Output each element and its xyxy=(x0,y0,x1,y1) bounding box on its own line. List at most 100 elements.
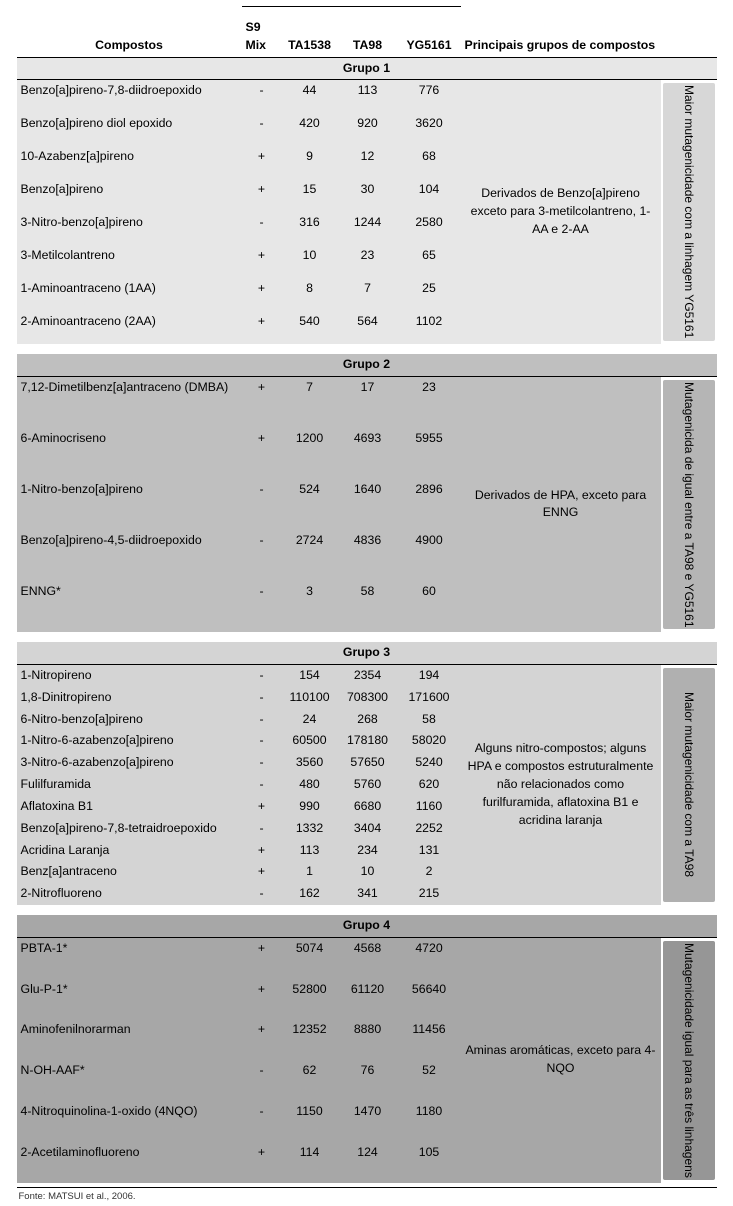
compound-name: 1-Nitro-benzo[a]pireno xyxy=(17,479,242,530)
s9-mix: - xyxy=(242,883,282,905)
s9-mix: + xyxy=(242,796,282,818)
value-cell: 268 xyxy=(338,709,398,731)
value-cell: 2252 xyxy=(398,818,461,840)
value-cell: 104 xyxy=(398,179,461,212)
group-header: Grupo 4 xyxy=(17,915,717,938)
compound-name: 2-Nitrofluoreno xyxy=(17,883,242,905)
value-cell: 30 xyxy=(338,179,398,212)
s9-mix: + xyxy=(242,1019,282,1060)
value-cell: 1332 xyxy=(282,818,338,840)
s9-mix: - xyxy=(242,479,282,530)
compound-name: Benzo[a]pireno-4,5-diidroepoxido xyxy=(17,530,242,581)
value-cell: 776 xyxy=(398,80,461,113)
group-spacer xyxy=(17,632,717,642)
value-cell: 105 xyxy=(398,1142,461,1183)
s9-mix: - xyxy=(242,709,282,731)
value-cell: 4568 xyxy=(338,938,398,979)
col-header-principais: Principais grupos de compostos xyxy=(461,17,717,58)
value-cell: 4900 xyxy=(398,530,461,581)
s9-mix: + xyxy=(242,311,282,344)
value-cell: 8 xyxy=(282,278,338,311)
group-side-label: Mutagenicida de igual entre a TA98 e YG5… xyxy=(663,380,715,630)
s9-mix: - xyxy=(242,80,282,113)
value-cell: 2354 xyxy=(338,665,398,687)
value-cell: 6680 xyxy=(338,796,398,818)
value-cell: 131 xyxy=(398,840,461,862)
value-cell: 480 xyxy=(282,774,338,796)
bottom-rule xyxy=(17,1183,717,1188)
value-cell: 60500 xyxy=(282,730,338,752)
col-header-s9: S9 Mix xyxy=(242,17,282,58)
value-cell: 15 xyxy=(282,179,338,212)
value-cell: 2580 xyxy=(398,212,461,245)
s9-mix: - xyxy=(242,530,282,581)
value-cell: 234 xyxy=(338,840,398,862)
value-cell: 540 xyxy=(282,311,338,344)
value-cell: 1102 xyxy=(398,311,461,344)
value-cell: 58 xyxy=(338,581,398,632)
s9-mix: + xyxy=(242,245,282,278)
value-cell: 1200 xyxy=(282,428,338,479)
compound-name: Aminofenilnorarman xyxy=(17,1019,242,1060)
value-cell: 5074 xyxy=(282,938,338,979)
value-cell: 2724 xyxy=(282,530,338,581)
value-cell: 23 xyxy=(398,377,461,428)
s9-mix: - xyxy=(242,665,282,687)
s9-mix: + xyxy=(242,278,282,311)
value-cell: 620 xyxy=(398,774,461,796)
value-cell: 2 xyxy=(398,861,461,883)
s9-mix: - xyxy=(242,581,282,632)
compound-name: 6-Nitro-benzo[a]pireno xyxy=(17,709,242,731)
value-cell: 7 xyxy=(338,278,398,311)
s9-mix: - xyxy=(242,730,282,752)
value-cell: 2896 xyxy=(398,479,461,530)
value-cell: 1150 xyxy=(282,1101,338,1142)
compound-name: 3-Nitro-benzo[a]pireno xyxy=(17,212,242,245)
col-header-ta98: TA98 xyxy=(338,17,398,58)
value-cell: 11456 xyxy=(398,1019,461,1060)
value-cell: 9 xyxy=(282,146,338,179)
group-side-label: Mutagenicidade igual para as três linhag… xyxy=(663,941,715,1180)
value-cell: 52 xyxy=(398,1060,461,1101)
compound-name: 1-Nitro-6-azabenzo[a]pireno xyxy=(17,730,242,752)
compound-name: 1,8-Dinitropireno xyxy=(17,687,242,709)
group-description: Alguns nitro-compostos; alguns HPA e com… xyxy=(461,665,661,905)
value-cell: 65 xyxy=(398,245,461,278)
value-cell: 58 xyxy=(398,709,461,731)
value-cell: 5760 xyxy=(338,774,398,796)
group-side-label: Maior mutagenicidade com a linhagem YG51… xyxy=(663,83,715,340)
group-header: Grupo 1 xyxy=(17,58,717,81)
col-header-ta1538: TA1538 xyxy=(282,17,338,58)
value-cell: 215 xyxy=(398,883,461,905)
value-cell: 5955 xyxy=(398,428,461,479)
group-spacer xyxy=(17,344,717,354)
value-cell: 68 xyxy=(398,146,461,179)
top-rule xyxy=(242,6,461,11)
value-cell: 7 xyxy=(282,377,338,428)
value-cell: 5240 xyxy=(398,752,461,774)
value-cell: 56640 xyxy=(398,979,461,1020)
value-cell: 524 xyxy=(282,479,338,530)
value-cell: 58020 xyxy=(398,730,461,752)
value-cell: 113 xyxy=(338,80,398,113)
value-cell: 1160 xyxy=(398,796,461,818)
group-header: Grupo 3 xyxy=(17,642,717,665)
value-cell: 12352 xyxy=(282,1019,338,1060)
value-cell: 1244 xyxy=(338,212,398,245)
s9-mix: - xyxy=(242,818,282,840)
value-cell: 920 xyxy=(338,113,398,146)
value-cell: 52800 xyxy=(282,979,338,1020)
value-cell: 25 xyxy=(398,278,461,311)
col-header-compostos: Compostos xyxy=(17,17,242,58)
value-cell: 4693 xyxy=(338,428,398,479)
value-cell: 420 xyxy=(282,113,338,146)
compound-name: Benzo[a]pireno xyxy=(17,179,242,212)
compound-name: Glu-P-1* xyxy=(17,979,242,1020)
compound-name: 2-Acetilaminofluoreno xyxy=(17,1142,242,1183)
value-cell: 124 xyxy=(338,1142,398,1183)
compound-name: 10-Azabenz[a]pireno xyxy=(17,146,242,179)
s9-mix: - xyxy=(242,752,282,774)
group-header: Grupo 2 xyxy=(17,354,717,377)
s9-mix: - xyxy=(242,1101,282,1142)
compound-name: 4-Nitroquinolina-1-oxido (4NQO) xyxy=(17,1101,242,1142)
